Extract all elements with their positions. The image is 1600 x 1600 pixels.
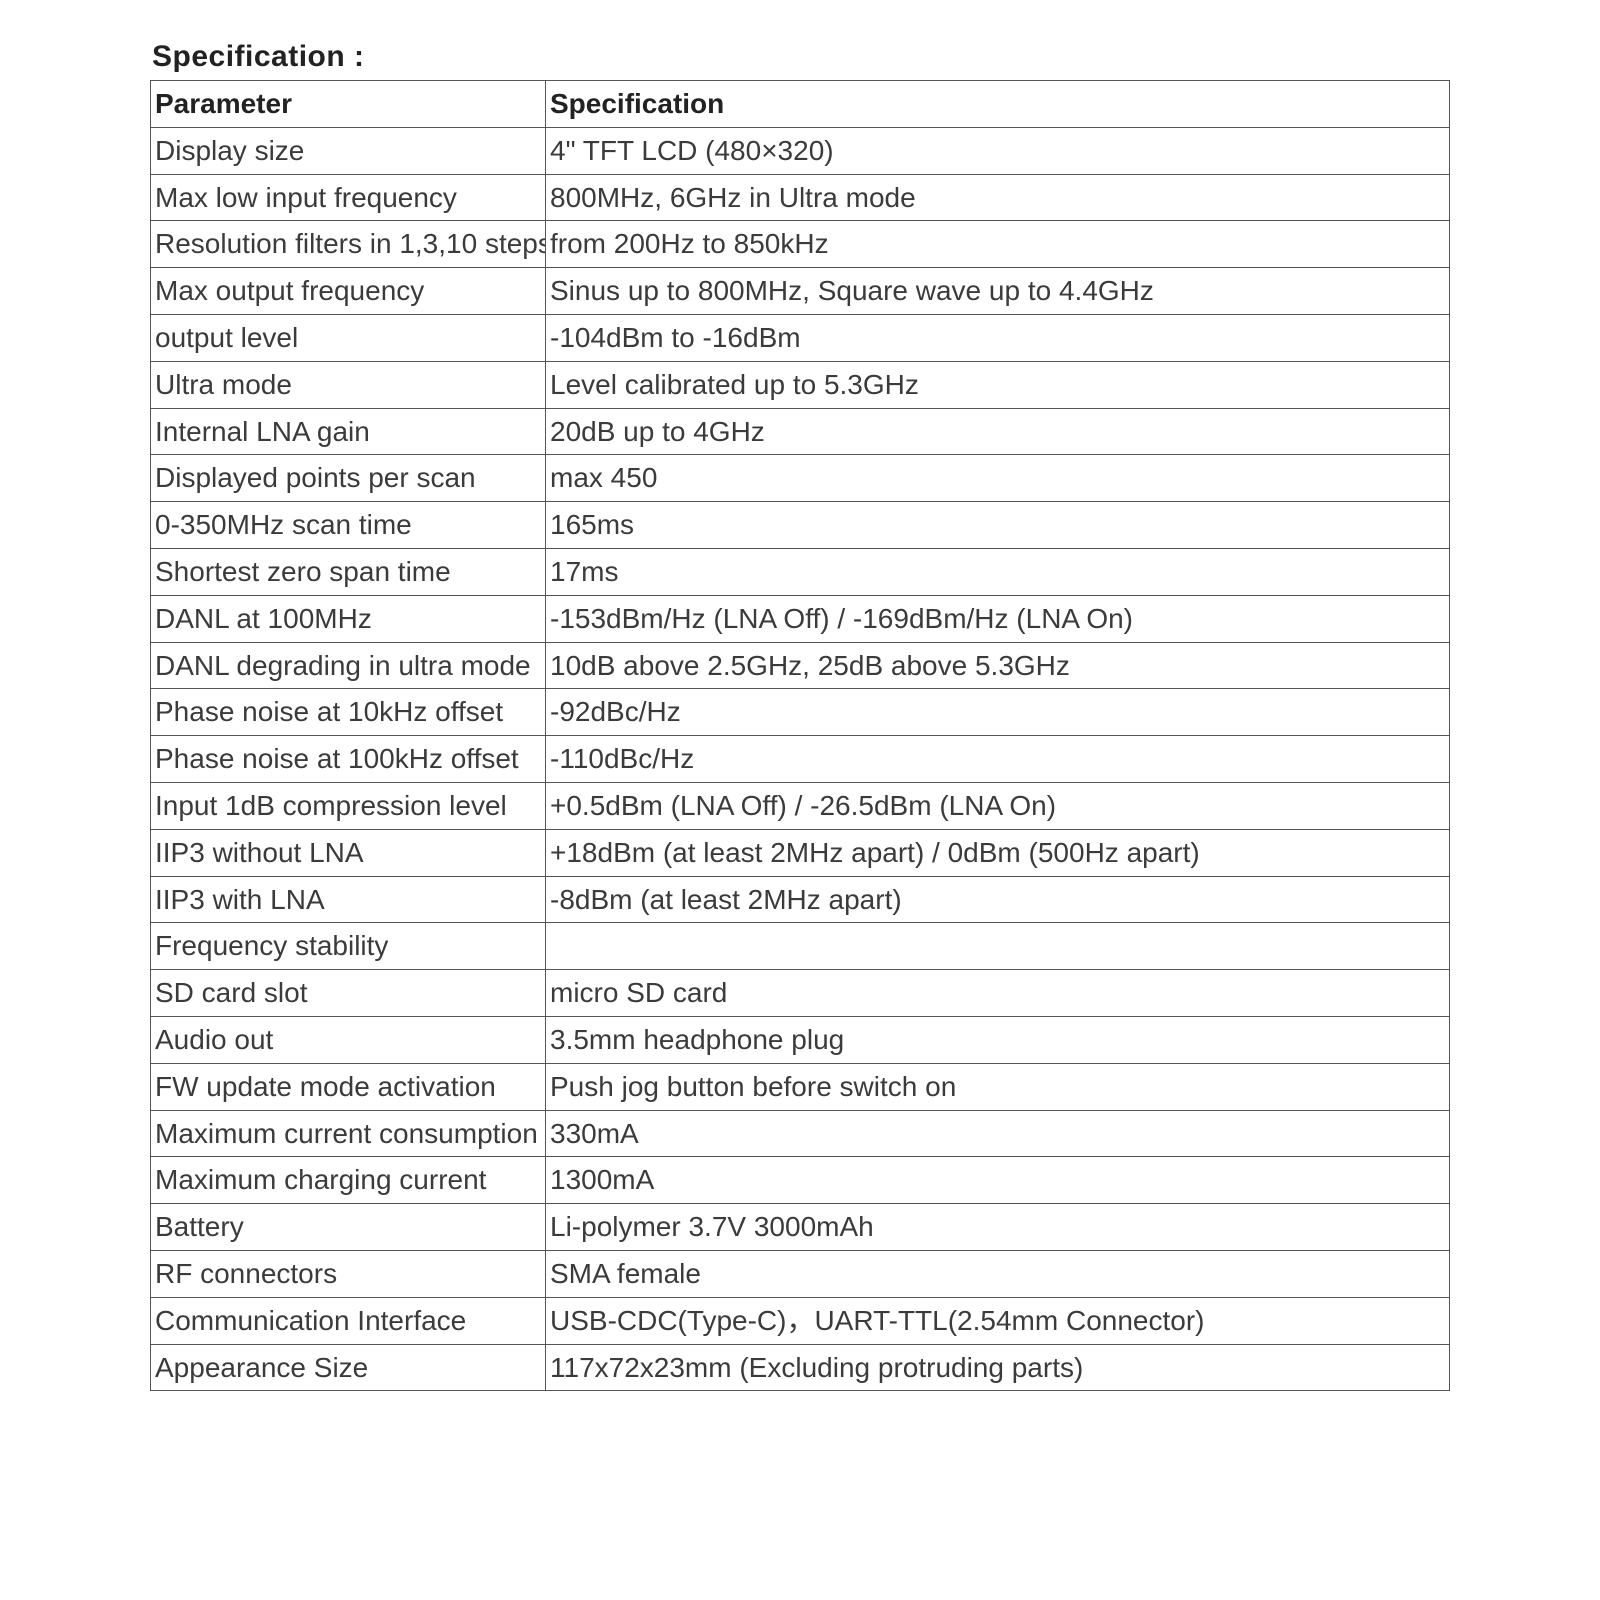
cell-spec: 20dB up to 4GHz <box>546 408 1450 455</box>
cell-spec: Level calibrated up to 5.3GHz <box>546 361 1450 408</box>
cell-spec: 4" TFT LCD (480×320) <box>546 127 1450 174</box>
table-row: Phase noise at 100kHz offset-110dBc/Hz <box>151 736 1450 783</box>
cell-spec: micro SD card <box>546 970 1450 1017</box>
specification-table: Parameter Specification Display size4" T… <box>150 80 1450 1391</box>
table-row: Frequency stability <box>151 923 1450 970</box>
table-row: Communication InterfaceUSB-CDC(Type-C)，U… <box>151 1297 1450 1344</box>
table-header-row: Parameter Specification <box>151 81 1450 128</box>
cell-spec: 10dB above 2.5GHz, 25dB above 5.3GHz <box>546 642 1450 689</box>
cell-spec: 3.5mm headphone plug <box>546 1016 1450 1063</box>
table-row: IIP3 without LNA+18dBm (at least 2MHz ap… <box>151 829 1450 876</box>
cell-spec <box>546 923 1450 970</box>
cell-spec: Li-polymer 3.7V 3000mAh <box>546 1204 1450 1251</box>
cell-param: Internal LNA gain <box>151 408 546 455</box>
table-row: BatteryLi-polymer 3.7V 3000mAh <box>151 1204 1450 1251</box>
table-row: Appearance Size117x72x23mm (Excluding pr… <box>151 1344 1450 1391</box>
table-row: IIP3 with LNA-8dBm (at least 2MHz apart) <box>151 876 1450 923</box>
table-row: Display size4" TFT LCD (480×320) <box>151 127 1450 174</box>
cell-param: Phase noise at 100kHz offset <box>151 736 546 783</box>
cell-param: Ultra mode <box>151 361 546 408</box>
table-row: Phase noise at 10kHz offset-92dBc/Hz <box>151 689 1450 736</box>
cell-param: FW update mode activation <box>151 1063 546 1110</box>
cell-param: Display size <box>151 127 546 174</box>
cell-spec: 165ms <box>546 502 1450 549</box>
cell-param: DANL at 100MHz <box>151 595 546 642</box>
cell-param: Displayed points per scan <box>151 455 546 502</box>
cell-spec: max 450 <box>546 455 1450 502</box>
table-row: Maximum charging current1300mA <box>151 1157 1450 1204</box>
cell-param: Phase noise at 10kHz offset <box>151 689 546 736</box>
col-header-specification: Specification <box>546 81 1450 128</box>
cell-param: Input 1dB compression level <box>151 782 546 829</box>
cell-param: IIP3 without LNA <box>151 829 546 876</box>
table-row: Shortest zero span time17ms <box>151 548 1450 595</box>
cell-spec: USB-CDC(Type-C)，UART-TTL(2.54mm Connecto… <box>546 1297 1450 1344</box>
cell-param: Shortest zero span time <box>151 548 546 595</box>
cell-spec: SMA female <box>546 1250 1450 1297</box>
cell-spec: Sinus up to 800MHz, Square wave up to 4.… <box>546 268 1450 315</box>
table-row: DANL at 100MHz-153dBm/Hz (LNA Off) / -16… <box>151 595 1450 642</box>
cell-param: Max output frequency <box>151 268 546 315</box>
table-row: Maximum current consumption330mA <box>151 1110 1450 1157</box>
cell-spec: 330mA <box>546 1110 1450 1157</box>
cell-param: Battery <box>151 1204 546 1251</box>
cell-param: IIP3 with LNA <box>151 876 546 923</box>
cell-spec: 1300mA <box>546 1157 1450 1204</box>
cell-param: SD card slot <box>151 970 546 1017</box>
cell-param: Maximum current consumption <box>151 1110 546 1157</box>
col-header-parameter: Parameter <box>151 81 546 128</box>
cell-param: Maximum charging current <box>151 1157 546 1204</box>
cell-spec: -8dBm (at least 2MHz apart) <box>546 876 1450 923</box>
cell-param: Appearance Size <box>151 1344 546 1391</box>
cell-spec: 800MHz, 6GHz in Ultra mode <box>546 174 1450 221</box>
table-row: Input 1dB compression level+0.5dBm (LNA … <box>151 782 1450 829</box>
cell-param: Audio out <box>151 1016 546 1063</box>
cell-param: Max low input frequency <box>151 174 546 221</box>
table-row: RF connectorsSMA female <box>151 1250 1450 1297</box>
cell-spec: +18dBm (at least 2MHz apart) / 0dBm (500… <box>546 829 1450 876</box>
cell-spec: from 200Hz to 850kHz <box>546 221 1450 268</box>
cell-param: Communication Interface <box>151 1297 546 1344</box>
table-row: SD card slotmicro SD card <box>151 970 1450 1017</box>
cell-param: Resolution filters in 1,3,10 steps <box>151 221 546 268</box>
table-row: Resolution filters in 1,3,10 stepsfrom 2… <box>151 221 1450 268</box>
cell-spec: -153dBm/Hz (LNA Off) / -169dBm/Hz (LNA O… <box>546 595 1450 642</box>
section-title: Specification : <box>152 40 1450 74</box>
cell-param: RF connectors <box>151 1250 546 1297</box>
cell-spec: +0.5dBm (LNA Off) / -26.5dBm (LNA On) <box>546 782 1450 829</box>
cell-spec: Push jog button before switch on <box>546 1063 1450 1110</box>
specification-document: Specification : Parameter Specification … <box>0 0 1600 1391</box>
table-row: Audio out3.5mm headphone plug <box>151 1016 1450 1063</box>
table-row: Max low input frequency800MHz, 6GHz in U… <box>151 174 1450 221</box>
cell-param: Frequency stability <box>151 923 546 970</box>
table-row: 0-350MHz scan time165ms <box>151 502 1450 549</box>
table-row: Internal LNA gain20dB up to 4GHz <box>151 408 1450 455</box>
table-row: FW update mode activationPush jog button… <box>151 1063 1450 1110</box>
cell-spec: -92dBc/Hz <box>546 689 1450 736</box>
table-body: Display size4" TFT LCD (480×320) Max low… <box>151 127 1450 1391</box>
table-row: output level-104dBm to -16dBm <box>151 314 1450 361</box>
cell-spec: -110dBc/Hz <box>546 736 1450 783</box>
cell-spec: 117x72x23mm (Excluding protruding parts) <box>546 1344 1450 1391</box>
cell-param: DANL degrading in ultra mode <box>151 642 546 689</box>
cell-param: 0-350MHz scan time <box>151 502 546 549</box>
cell-spec: 17ms <box>546 548 1450 595</box>
table-row: Max output frequencySinus up to 800MHz, … <box>151 268 1450 315</box>
table-row: DANL degrading in ultra mode10dB above 2… <box>151 642 1450 689</box>
table-row: Displayed points per scanmax 450 <box>151 455 1450 502</box>
cell-param: output level <box>151 314 546 361</box>
cell-spec: -104dBm to -16dBm <box>546 314 1450 361</box>
table-row: Ultra modeLevel calibrated up to 5.3GHz <box>151 361 1450 408</box>
